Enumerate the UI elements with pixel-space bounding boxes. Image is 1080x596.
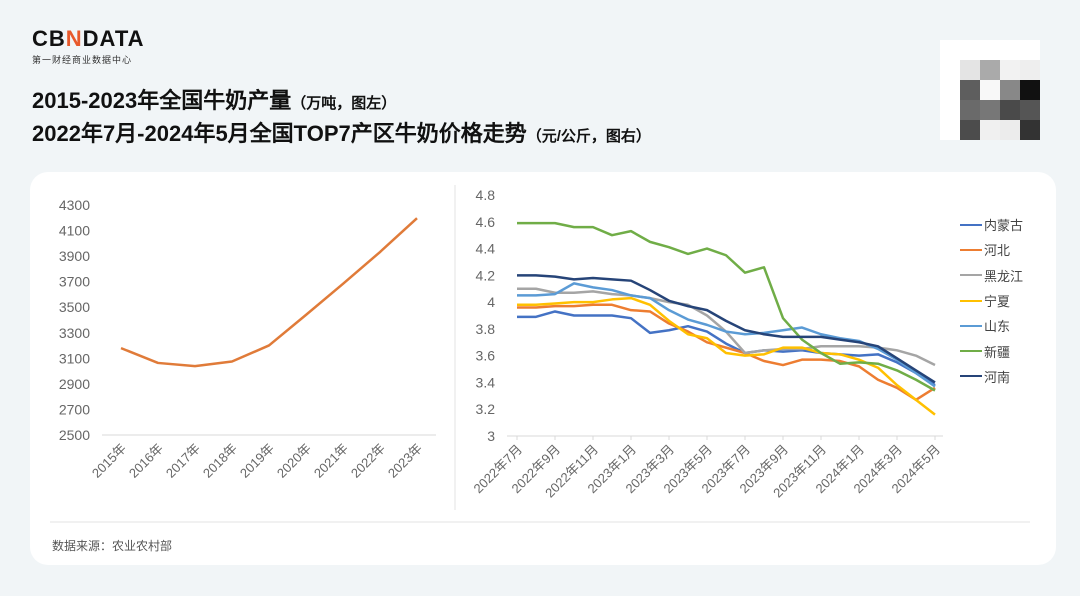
logo-x: N [65, 26, 83, 51]
y-tick-label: 3300 [59, 325, 90, 341]
logo-text: DATA [82, 26, 145, 51]
y-tick-label: 4300 [59, 197, 90, 213]
x-tick-label: 2015年 [89, 441, 129, 481]
series-line-新疆 [517, 221, 936, 392]
legend-swatch [960, 248, 982, 251]
data-source: 数据来源：农业农村部 [52, 539, 173, 553]
mosaic-cell [1020, 120, 1040, 140]
y-tick-label: 4 [487, 294, 495, 310]
legend-item: 河北 [960, 237, 1023, 262]
mosaic-cell [1020, 80, 1040, 100]
series-line-河北 [517, 303, 936, 402]
legend-item: 宁夏 [960, 288, 1023, 313]
mosaic-cell [1020, 40, 1040, 60]
legend-swatch [960, 223, 982, 226]
x-tick-label: 2023年 [385, 441, 425, 481]
mosaic-cell [940, 60, 960, 80]
x-tick-label: 2017年 [163, 441, 203, 481]
legend-item: 山东 [960, 313, 1023, 338]
series-line-山东 [517, 282, 936, 388]
cbndata-logo: CBNDATA 第一财经商业数据中心 [32, 26, 145, 66]
legend-label: 内蒙古 [984, 218, 1024, 234]
legend-item: 新疆 [960, 338, 1023, 363]
mosaic-cell [960, 40, 980, 60]
title-line-2: 2022年7月-2024年5月全国TOP7产区牛奶价格走势 [32, 121, 527, 146]
mosaic-cell [940, 120, 960, 140]
y-tick-label: 3700 [59, 274, 90, 290]
mosaic-cell [1000, 60, 1020, 80]
y-tick-label: 2700 [59, 401, 90, 417]
title-note-2: （元/公斤，图右） [526, 128, 651, 145]
qr-code-mosaic [940, 40, 1040, 140]
mosaic-cell [1000, 120, 1020, 140]
page-title: 2015-2023年全国牛奶产量（万吨，图左） 2022年7月-2024年5月全… [32, 86, 651, 152]
y-tick-label: 4100 [59, 223, 90, 239]
legend-swatch [960, 324, 982, 327]
y-tick-label: 3500 [59, 299, 90, 315]
y-tick-label: 3.2 [476, 401, 496, 417]
mosaic-cell [980, 100, 1000, 120]
y-tick-label: 3.6 [476, 348, 496, 364]
mosaic-cell [940, 40, 960, 60]
mosaic-cell [980, 40, 1000, 60]
legend-label: 山东 [984, 319, 1011, 335]
mosaic-cell [940, 80, 960, 100]
legend-label: 黑龙江 [984, 268, 1024, 284]
series-line-河南 [517, 274, 936, 384]
logo-text: CB [32, 26, 66, 51]
mosaic-cell [1020, 100, 1040, 120]
y-tick-label: 3.8 [476, 321, 496, 337]
series-line-牛奶产量 [120, 217, 418, 368]
y-tick-label: 4.2 [476, 267, 496, 283]
legend-label: 河南 [984, 369, 1011, 385]
y-tick-label: 3 [487, 428, 495, 444]
logo-subtitle: 第一财经商业数据中心 [32, 55, 133, 65]
legend-item: 黑龙江 [960, 263, 1023, 288]
mosaic-cell [960, 80, 980, 100]
y-tick-label: 4.6 [476, 214, 496, 230]
mosaic-cell [960, 100, 980, 120]
x-tick-label: 2021年 [311, 441, 351, 481]
legend-label: 宁夏 [984, 294, 1011, 310]
legend-label: 河北 [984, 243, 1011, 259]
mosaic-cell [980, 120, 1000, 140]
y-tick-label: 3900 [59, 248, 90, 264]
mosaic-cell [960, 60, 980, 80]
series-line-内蒙古 [517, 310, 936, 387]
legend-item: 内蒙古 [960, 212, 1023, 237]
y-tick-label: 2500 [59, 427, 90, 443]
legend-swatch [960, 299, 982, 302]
title-note-1: （万吨，图左） [291, 95, 397, 112]
x-tick-label: 2020年 [274, 441, 314, 481]
mosaic-cell [980, 80, 1000, 100]
mosaic-cell [1020, 60, 1040, 80]
x-tick-label: 2016年 [126, 441, 166, 481]
legend-swatch [960, 375, 982, 378]
mosaic-cell [940, 100, 960, 120]
legend-swatch [960, 274, 982, 277]
x-tick-label: 2022年 [348, 441, 388, 481]
legend-swatch [960, 350, 982, 353]
y-tick-label: 4.8 [476, 187, 496, 203]
mosaic-cell [1000, 80, 1020, 100]
chart-card [30, 172, 1056, 565]
mosaic-cell [960, 120, 980, 140]
mosaic-cell [1000, 100, 1020, 120]
x-tick-label: 2018年 [200, 441, 240, 481]
y-tick-label: 2900 [59, 376, 90, 392]
legend-label: 新疆 [984, 344, 1011, 360]
legend-item: 河南 [960, 364, 1023, 389]
x-tick-label: 2019年 [237, 441, 277, 481]
mosaic-cell [1000, 40, 1020, 60]
y-tick-label: 3100 [59, 350, 90, 366]
y-tick-label: 4.4 [476, 241, 496, 257]
mosaic-cell [980, 60, 1000, 80]
y-tick-label: 3.4 [476, 374, 496, 390]
title-line-1: 2015-2023年全国牛奶产量 [32, 88, 292, 113]
chart-legend: 内蒙古河北黑龙江宁夏山东新疆河南 [960, 212, 1023, 389]
